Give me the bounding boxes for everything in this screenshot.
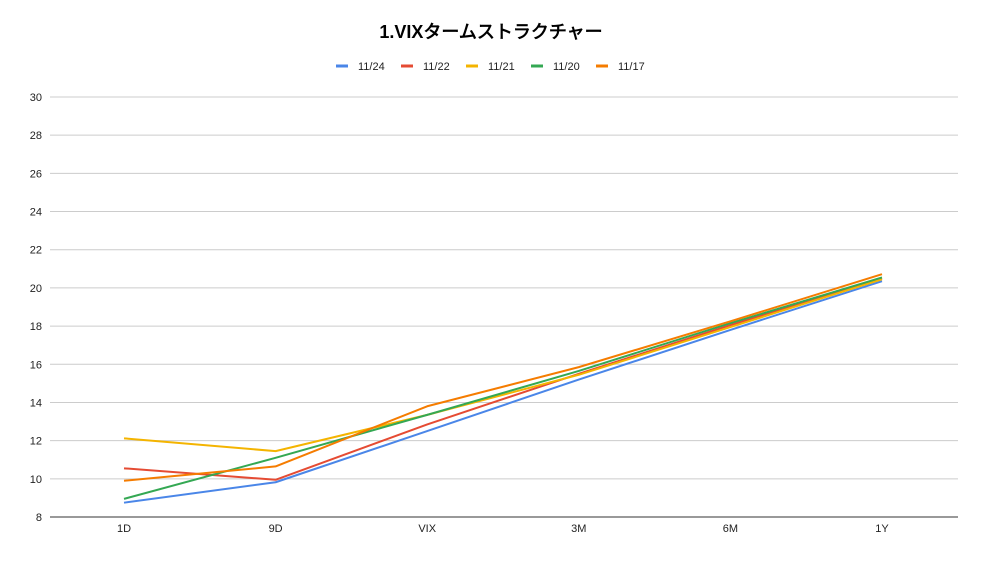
x-tick-label: 1Y <box>875 523 889 535</box>
legend-label: 11/20 <box>553 61 580 73</box>
legend: 11/24 11/22 11/21 11/20 11/17 <box>336 61 645 73</box>
y-tick-label: 16 <box>30 359 42 371</box>
x-tick-label: 1D <box>117 523 131 535</box>
series-layer <box>123 273 883 504</box>
legend-label: 11/21 <box>488 61 515 73</box>
legend-item[interactable]: 11/21 <box>466 61 515 73</box>
x-axis: 1D 9D VIX 3M 6M 1Y <box>117 523 889 535</box>
y-tick-label: 14 <box>30 397 42 409</box>
legend-label: 11/22 <box>423 61 450 73</box>
legend-item[interactable]: 11/22 <box>401 61 450 73</box>
x-tick-label: VIX <box>418 523 436 535</box>
y-tick-label: 26 <box>30 168 42 180</box>
legend-item[interactable]: 11/17 <box>596 61 645 73</box>
y-tick-label: 24 <box>30 207 42 219</box>
series-line-11-22 <box>123 277 883 481</box>
y-axis: 8 10 12 14 16 18 20 22 24 26 28 30 <box>30 92 42 524</box>
y-tick-label: 28 <box>30 130 42 142</box>
x-tick-label: 9D <box>269 523 283 535</box>
series-line-11-17 <box>123 273 883 482</box>
y-tick-label: 30 <box>30 92 42 104</box>
legend-item[interactable]: 11/24 <box>336 61 385 73</box>
y-tick-label: 22 <box>30 245 42 257</box>
series-line-11-20 <box>123 276 883 500</box>
chart-title: 1.VIXタームストラクチャー <box>379 22 602 42</box>
legend-label: 11/17 <box>618 61 645 73</box>
series-line-11-21 <box>123 278 883 453</box>
gridlines <box>50 96 958 518</box>
series-line-11-24 <box>123 280 883 504</box>
y-tick-label: 8 <box>36 512 42 524</box>
x-tick-label: 3M <box>571 523 586 535</box>
legend-item[interactable]: 11/20 <box>531 61 580 73</box>
y-tick-label: 10 <box>30 474 42 486</box>
y-tick-label: 18 <box>30 321 42 333</box>
y-tick-label: 20 <box>30 283 42 295</box>
x-tick-label: 6M <box>723 523 738 535</box>
legend-label: 11/24 <box>358 61 385 73</box>
y-tick-label: 12 <box>30 436 42 448</box>
